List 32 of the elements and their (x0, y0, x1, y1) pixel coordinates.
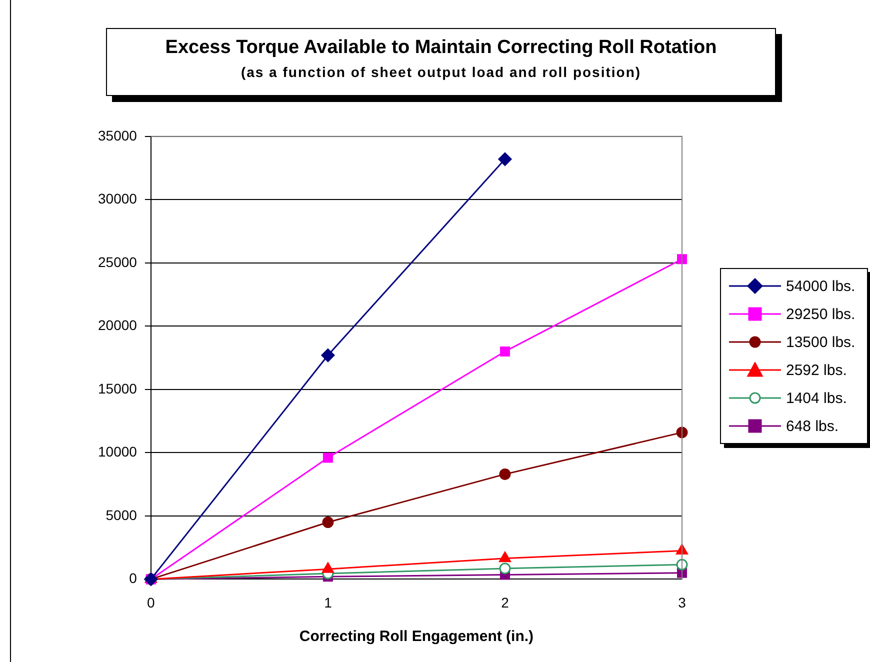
point (322, 562, 334, 573)
y-tick-label: 30000 (98, 190, 138, 207)
point (499, 552, 511, 562)
point (321, 348, 335, 362)
point (499, 562, 511, 574)
chart-title: Excess Torque Available to Maintain Correcting Roll Rotation (164, 37, 718, 59)
x-tick-label: 0 (147, 594, 156, 610)
x-tick-label: 1 (324, 594, 332, 610)
y-tick-label: 35000 (98, 127, 138, 144)
point (499, 468, 511, 480)
y-tick-label: 25000 (98, 254, 138, 270)
point (500, 346, 510, 356)
legend-label: 29250 lbs. (786, 306, 856, 322)
legend-label: 54000 lbs. (786, 278, 856, 294)
point (676, 426, 688, 438)
point (322, 452, 333, 463)
y-tick-label: 15000 (98, 380, 138, 396)
legend-label: 1404 lbs. (786, 390, 847, 406)
x-tick-label: 3 (678, 594, 686, 610)
x-axis-title: Correcting Roll Engagement (in.) (299, 628, 534, 646)
y-tick-label: 10000 (98, 444, 138, 460)
chart-subtitle: (as a function of sheet output load and roll position) (240, 64, 642, 80)
x-tick-label: 2 (501, 594, 510, 610)
point (498, 152, 512, 166)
legend-label: 2592 lbs. (786, 362, 847, 378)
y-tick-label: 0 (129, 570, 138, 586)
y-tick-label: 20000 (98, 317, 138, 334)
legend-label: 13500 lbs. (786, 334, 856, 350)
point (677, 254, 687, 264)
y-tick-label: 5000 (106, 506, 138, 523)
legend-label: 648 lbs. (786, 418, 839, 434)
point (322, 516, 334, 528)
